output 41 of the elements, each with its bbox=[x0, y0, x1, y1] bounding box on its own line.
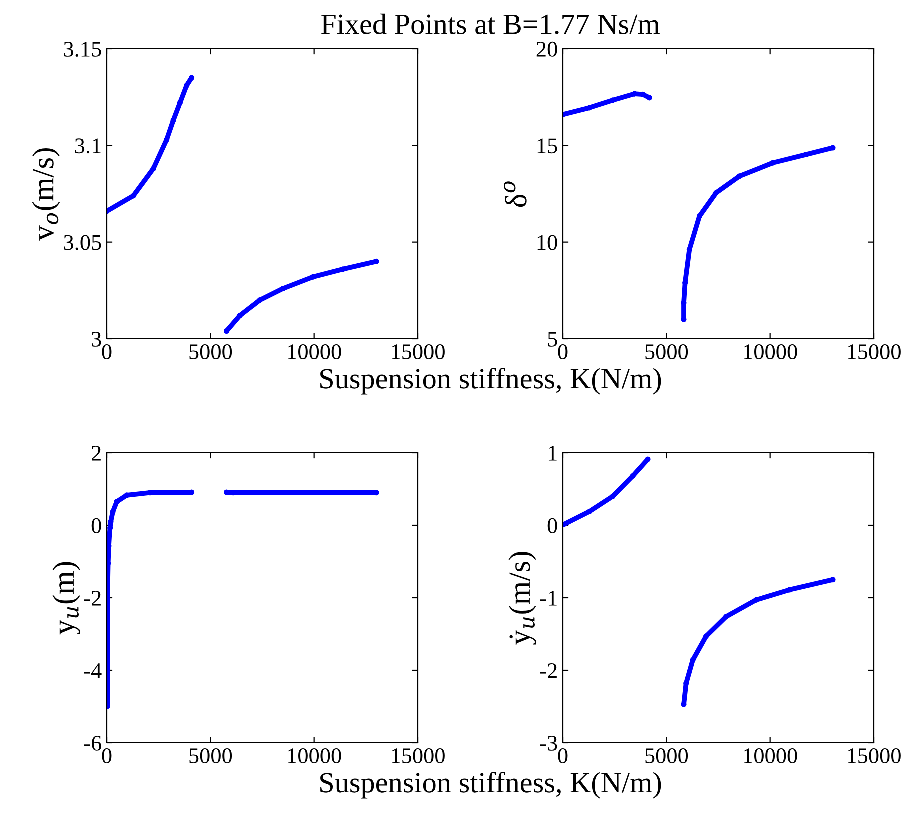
y-tick-label: 3.05 bbox=[64, 235, 102, 250]
x-tick-label: 0 bbox=[102, 344, 112, 360]
x-tick-label: 10000 bbox=[744, 344, 798, 360]
x-tick-label: 5000 bbox=[646, 748, 688, 764]
y-tick-label: 3.15 bbox=[64, 42, 102, 58]
y-tick-label: -3 bbox=[540, 736, 558, 751]
x-axis-title: Suspension stiffness, K(N/m) bbox=[320, 772, 662, 799]
y-tick-label: 20 bbox=[536, 42, 558, 57]
x-tick-label: 0 bbox=[558, 344, 568, 360]
y-tick-label: 3.1 bbox=[75, 138, 101, 154]
x-axis-title: Suspension stiffness, K(N/m) bbox=[320, 368, 662, 395]
x-tick-label: 15000 bbox=[848, 748, 901, 764]
y-tick-label: 0 bbox=[548, 518, 558, 534]
text: Fixed Points at B=1.77 Ns/m bbox=[321, 14, 660, 35]
y-tick-label: -2 bbox=[540, 663, 557, 678]
x-tick-label: 10000 bbox=[744, 748, 798, 764]
x-tick-label: 5000 bbox=[190, 748, 232, 764]
y-tick-label: 15 bbox=[538, 138, 558, 154]
x-tick-label: 15000 bbox=[848, 344, 901, 360]
x-tick-label: 10000 bbox=[288, 748, 342, 764]
y-tick-label: -2 bbox=[84, 590, 101, 606]
x-tick-label: 0 bbox=[558, 748, 568, 764]
y-tick-label: 10 bbox=[538, 235, 558, 250]
y-tick-label: -4 bbox=[84, 664, 102, 678]
y-tick-label: -1 bbox=[540, 591, 557, 606]
y-axis-title: δ$^{o}$ bbox=[504, 182, 527, 208]
y-axis-title: v$_{o}$(m/s) bbox=[32, 148, 60, 241]
x-tick-label: 5000 bbox=[646, 344, 688, 360]
x-tick-label: 15000 bbox=[392, 344, 445, 360]
y-axis-title: ẏ$_{u}$(m/s) bbox=[508, 552, 537, 645]
y-tick-label: 3 bbox=[92, 332, 102, 347]
y-tick-label: -6 bbox=[84, 736, 102, 751]
y-tick-label: 2 bbox=[92, 446, 101, 461]
y-tick-label: 1 bbox=[548, 446, 557, 461]
y-axis-title: y$_{u}$(m) bbox=[52, 562, 81, 635]
x-tick-label: 10000 bbox=[288, 344, 342, 360]
x-tick-label: 5000 bbox=[190, 344, 232, 360]
x-tick-label: 0 bbox=[102, 748, 112, 764]
y-tick-label: 0 bbox=[92, 518, 102, 534]
y-tick-label: 5 bbox=[548, 332, 558, 347]
x-tick-label: 15000 bbox=[392, 748, 445, 764]
